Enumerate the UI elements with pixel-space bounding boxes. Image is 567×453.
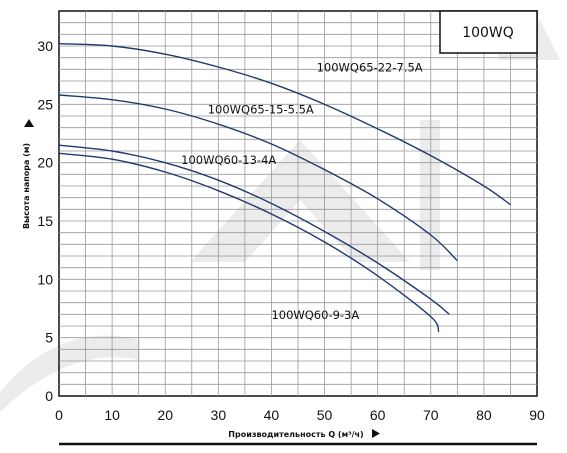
- x-tick-label: 30: [211, 407, 227, 423]
- grid: [59, 11, 537, 396]
- y-tick-label: 25: [37, 96, 53, 112]
- series-line-4: [58, 152, 440, 333]
- model-tag-box: [439, 10, 538, 54]
- series-labels: 100WQ65-22-7.5A 100WQ65-15-5.5A 100WQ60-13…: [181, 61, 423, 322]
- x-tick-label: 80: [476, 407, 492, 423]
- y-tick-label: 30: [37, 38, 53, 54]
- y-tick-label: 0: [45, 388, 53, 404]
- x-tick-label: 20: [157, 407, 173, 423]
- model-tag: 100WQ: [462, 25, 514, 41]
- y-tick-labels: 0 5 10 15 20 25 30: [37, 38, 53, 404]
- x-axis-arrow-icon: [372, 429, 380, 438]
- series-label-1: 100WQ65-22-7.5A: [317, 61, 423, 75]
- series-label-2: 100WQ65-15-5.5A: [208, 103, 314, 117]
- y-tick-label: 15: [37, 213, 53, 229]
- y-axis-arrow-icon: [24, 119, 34, 127]
- x-tick-label: 0: [55, 407, 63, 423]
- y-axis-title: Высота напора (м): [22, 143, 31, 229]
- series-line-1: [58, 42, 511, 206]
- x-axis-title: Производительность Q (м³/ч): [228, 430, 363, 439]
- x-tick-label: 40: [264, 407, 280, 423]
- y-tick-label: 20: [37, 155, 53, 171]
- series-label-4: 100WQ60-9-3A: [271, 308, 359, 322]
- series-label-3: 100WQ60-13-4A: [181, 153, 276, 167]
- series-curves: [58, 42, 511, 333]
- x-tick-labels: 0 10 20 30 40 50 60 70 80 90: [55, 407, 545, 423]
- x-tick-label: 10: [104, 407, 120, 423]
- watermark: [0, 20, 560, 412]
- x-tick-label: 50: [317, 407, 333, 423]
- x-tick-label: 60: [370, 407, 386, 423]
- series-line-2: [58, 94, 458, 262]
- x-tick-label: 90: [529, 407, 545, 423]
- y-tick-label: 10: [37, 271, 53, 287]
- y-tick-label: 5: [45, 330, 53, 346]
- series-line-3: [58, 144, 450, 315]
- x-tick-label: 70: [423, 407, 439, 423]
